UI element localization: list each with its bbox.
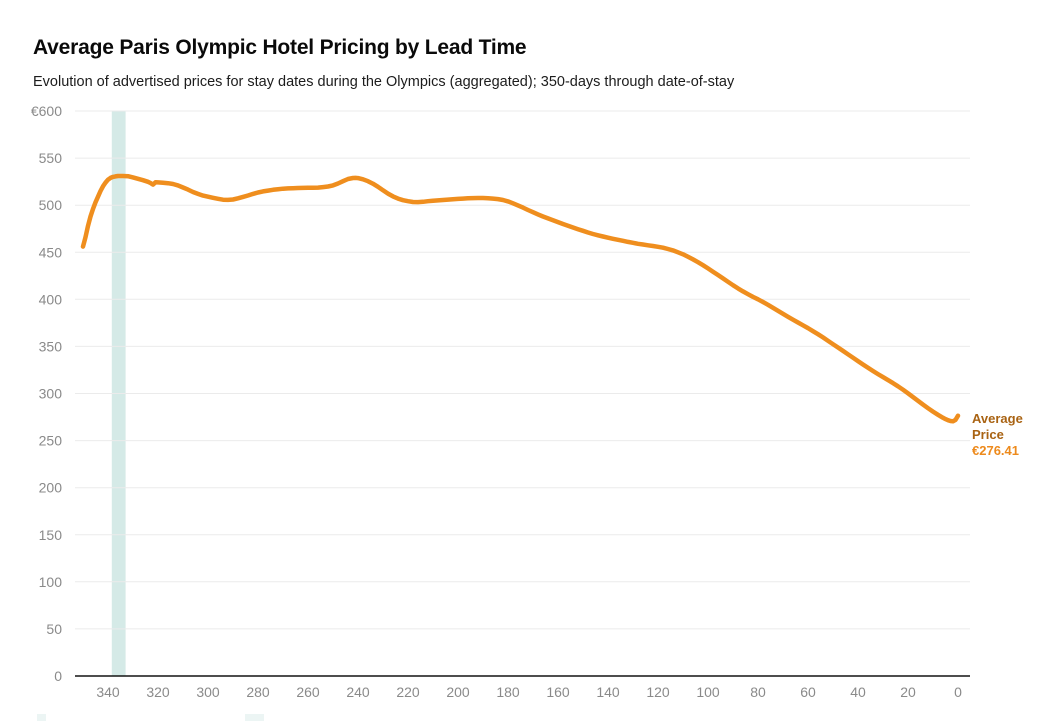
x-tick-label: 120 <box>646 684 670 700</box>
x-tick-label: 100 <box>696 684 720 700</box>
x-tick-label: 20 <box>900 684 916 700</box>
y-tick-label: 350 <box>39 338 63 354</box>
series-end-label: Average Price €276.41 <box>972 411 1064 459</box>
cropped-artifact-left <box>37 714 46 721</box>
series-name-line2: Price <box>972 427 1004 442</box>
x-tick-label: 280 <box>246 684 270 700</box>
y-tick-label: 0 <box>54 668 62 684</box>
y-tick-label: 100 <box>39 574 63 590</box>
y-tick-label: 50 <box>46 621 62 637</box>
x-tick-label: 80 <box>750 684 766 700</box>
x-tick-label: 180 <box>496 684 520 700</box>
chart-title: Average Paris Olympic Hotel Pricing by L… <box>33 36 527 59</box>
y-tick-label: 150 <box>39 527 63 543</box>
y-tick-label: 550 <box>39 150 63 166</box>
y-tick-label: 450 <box>39 244 63 260</box>
x-tick-label: 260 <box>296 684 320 700</box>
x-tick-label: 240 <box>346 684 370 700</box>
y-tick-label: 200 <box>39 480 63 496</box>
x-tick-label: 300 <box>196 684 220 700</box>
y-tick-label: 250 <box>39 433 63 449</box>
x-tick-label: 60 <box>800 684 816 700</box>
x-tick-label: 140 <box>596 684 620 700</box>
x-tick-label: 160 <box>546 684 570 700</box>
x-tick-label: 220 <box>396 684 420 700</box>
x-tick-label: 320 <box>146 684 170 700</box>
x-tick-label: 40 <box>850 684 866 700</box>
chart-subtitle: Evolution of advertised prices for stay … <box>33 74 735 90</box>
x-tick-label: 340 <box>96 684 120 700</box>
series-name-line1: Average <box>972 411 1023 426</box>
y-tick-label: 500 <box>39 197 63 213</box>
x-tick-label: 200 <box>446 684 470 700</box>
series-final-value: €276.41 <box>972 443 1019 458</box>
y-tick-label: €600 <box>31 103 62 119</box>
cropped-artifact-right <box>245 714 264 721</box>
x-tick-label: 0 <box>954 684 962 700</box>
y-tick-label: 400 <box>39 291 63 307</box>
y-tick-label: 300 <box>39 386 63 402</box>
price-line <box>80 173 961 424</box>
